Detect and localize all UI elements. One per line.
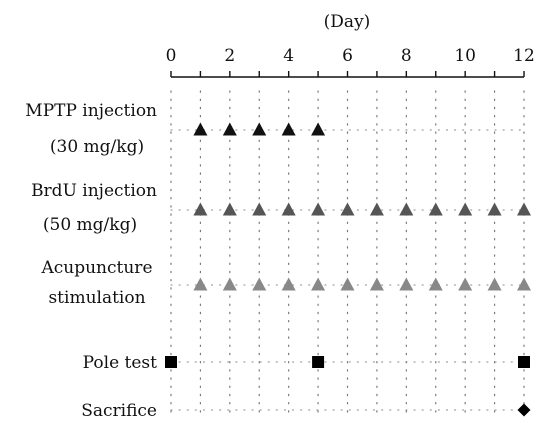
day-axis: 0 2 4 6 8 10 12 <box>166 46 535 78</box>
row-sacrifice: Sacrifice <box>81 401 531 421</box>
triangle-marker <box>252 277 267 291</box>
axis-tick-label: 12 <box>513 46 535 66</box>
triangle-marker <box>369 277 384 291</box>
square-marker <box>165 356 177 368</box>
triangle-marker <box>517 277 531 291</box>
triangle-marker <box>458 277 473 291</box>
row-mptp: MPTP injection (30 mg/kg) <box>25 101 525 157</box>
axis-tick-label: 0 <box>166 46 177 66</box>
diamond-marker <box>517 403 531 417</box>
row-label-brdu: BrdU injection <box>31 181 157 201</box>
triangle-marker <box>252 122 267 136</box>
triangle-marker <box>458 202 473 216</box>
triangle-marker <box>193 277 208 291</box>
triangle-marker <box>311 122 326 136</box>
axis-tick-label: 6 <box>342 46 353 66</box>
triangle-marker <box>222 202 237 216</box>
triangle-marker <box>340 277 355 291</box>
row-acupuncture: Acupuncture stimulation <box>40 258 531 308</box>
triangle-marker <box>281 277 296 291</box>
triangle-marker <box>281 122 296 136</box>
square-marker <box>312 356 325 368</box>
row-label-sacrifice: Sacrifice <box>81 401 157 421</box>
row-label-acupuncture: Acupuncture <box>40 258 152 278</box>
triangle-marker <box>517 202 531 216</box>
axis-tick-label: 2 <box>224 46 235 66</box>
row-pole-test: Pole test <box>83 353 530 373</box>
triangle-marker <box>311 277 326 291</box>
triangle-marker <box>340 202 355 216</box>
triangle-marker <box>369 202 384 216</box>
triangle-marker <box>428 277 443 291</box>
row-label-acupuncture: stimulation <box>48 288 145 308</box>
triangle-marker <box>252 202 267 216</box>
axis-tick-label: 8 <box>401 46 412 66</box>
square-marker <box>518 356 530 368</box>
treatment-rows: MPTP injection (30 mg/kg) BrdU injection (5… <box>25 101 531 421</box>
row-label-mptp: (30 mg/kg) <box>50 137 144 157</box>
triangle-marker <box>193 122 208 136</box>
triangle-marker <box>399 277 414 291</box>
triangle-marker <box>487 202 502 216</box>
row-label-pole-test: Pole test <box>83 353 158 373</box>
triangle-marker <box>222 277 237 291</box>
triangle-marker <box>399 202 414 216</box>
triangle-marker <box>281 202 296 216</box>
day-gridlines <box>170 90 525 419</box>
triangle-marker <box>222 122 237 136</box>
triangle-marker <box>311 202 326 216</box>
triangle-marker <box>193 202 208 216</box>
triangle-marker <box>487 277 502 291</box>
day-unit-label: (Day) <box>324 12 371 32</box>
row-brdu: BrdU injection (50 mg/kg) <box>31 181 531 235</box>
axis-tick-label: 4 <box>283 46 294 66</box>
row-label-brdu: (50 mg/kg) <box>43 215 137 235</box>
triangle-marker <box>428 202 443 216</box>
axis-tick-label: 10 <box>454 46 476 66</box>
row-label-mptp: MPTP injection <box>25 101 157 121</box>
